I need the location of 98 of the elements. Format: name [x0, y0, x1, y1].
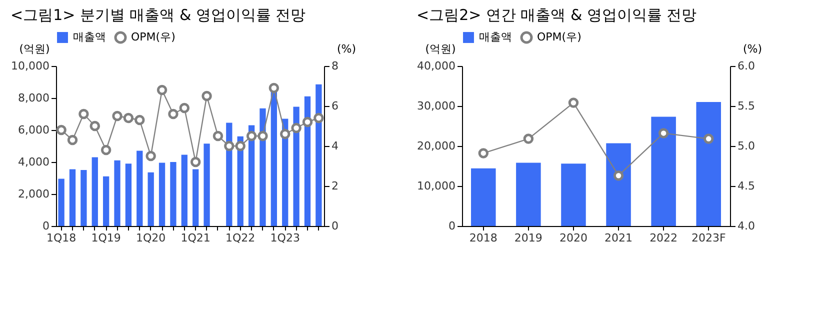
y2-tick-label: 4.5 [738, 180, 755, 192]
point [78, 108, 89, 120]
point [156, 84, 168, 96]
x-tick-label: 1Q23 [270, 232, 300, 244]
x-tick-label: 2022 [650, 232, 678, 244]
x-tick-label: 2021 [604, 232, 633, 244]
point [67, 134, 78, 146]
y-tick-label: 8,000 [18, 92, 50, 104]
y-tick-label: 2,000 [18, 188, 50, 200]
point [613, 170, 624, 181]
y-tick-label: 10,000 [417, 180, 456, 192]
y2-axis-title: (%) [742, 42, 762, 56]
bar [260, 108, 266, 226]
point [146, 150, 156, 162]
x-tick-label: 1Q18 [46, 232, 76, 244]
legend-label: 매출액 [73, 30, 106, 44]
y-tick-label: 20,000 [417, 140, 456, 152]
x-tick-label: 1Q19 [91, 232, 121, 244]
bar [58, 178, 64, 226]
bar [80, 170, 87, 226]
point [90, 120, 100, 132]
point [703, 134, 714, 144]
point [478, 148, 489, 158]
y2-axis-title: (%) [336, 42, 356, 56]
y2-tick-label: 4.0 [738, 220, 755, 232]
y-tick-label: 0 [448, 220, 456, 232]
x-tick-label: 2019 [514, 232, 542, 244]
point [123, 112, 134, 124]
bar [606, 143, 631, 226]
bar [158, 162, 166, 226]
y2-tick-label: 5.0 [738, 140, 755, 152]
y2-tick-label: 8 [332, 60, 338, 72]
bar [561, 164, 586, 226]
bar [170, 162, 176, 226]
point [291, 122, 302, 134]
y-tick-label: 0 [42, 220, 50, 232]
bar [293, 106, 300, 226]
point [523, 134, 534, 144]
bar [125, 164, 132, 226]
point [314, 112, 324, 124]
chart-title: <그림1> 분기별 매출액 & 영업이익률 전망 [10, 6, 306, 24]
point [224, 140, 234, 152]
y2-tick-label: 0 [332, 220, 338, 232]
bar [136, 150, 143, 226]
y-tick-label: 30,000 [417, 100, 456, 112]
y-tick-label: 10,000 [11, 60, 50, 72]
point [202, 90, 212, 102]
y2-tick-label: 6 [332, 100, 338, 112]
y2-tick-label: 2 [332, 180, 338, 192]
point [179, 102, 190, 114]
y2-tick-label: 4 [332, 140, 338, 152]
point [100, 144, 112, 156]
bar [181, 154, 188, 226]
y-tick-label: 6,000 [18, 124, 50, 136]
point [658, 128, 669, 138]
x-tick-label: 2020 [559, 232, 588, 244]
bar [696, 102, 721, 226]
y2-tick-label: 5.5 [738, 100, 755, 112]
x-tick-label: 2023F [691, 232, 726, 244]
bar [471, 168, 496, 226]
point [268, 82, 280, 94]
legend-label: 매출액 [479, 30, 512, 44]
point [235, 140, 246, 152]
x-tick-label: 2018 [469, 232, 498, 244]
point [258, 130, 268, 142]
bar [316, 84, 322, 226]
x-tick-label: 1Q22 [226, 232, 256, 244]
bar [92, 157, 98, 226]
bar [304, 96, 311, 226]
y2-tick-label: 6.0 [738, 60, 755, 72]
point [246, 130, 257, 142]
point [280, 128, 290, 140]
y-tick-label: 40,000 [417, 60, 456, 72]
legend-label: OPM(우) [537, 30, 582, 44]
x-tick-label: 1Q21 [180, 232, 210, 244]
legend-label: OPM(우) [131, 30, 176, 44]
bar [69, 169, 76, 226]
x-tick-label: 1Q20 [136, 232, 166, 244]
point [302, 116, 313, 128]
bar [270, 92, 277, 226]
point [112, 110, 122, 122]
bar [516, 162, 541, 226]
bar [148, 172, 154, 226]
y-axis-title: (억원) [19, 42, 50, 56]
bar [103, 176, 110, 226]
point [568, 98, 579, 108]
bar [192, 169, 199, 226]
y-tick-label: 4,000 [18, 156, 50, 168]
point [168, 108, 178, 120]
point [190, 156, 201, 168]
bar [204, 144, 210, 226]
bar [114, 160, 120, 226]
y-axis-title: (억원) [425, 42, 456, 56]
bar [651, 116, 676, 226]
point [134, 114, 145, 126]
point [56, 124, 66, 136]
chart-title: <그림2> 연간 매출액 & 영업이익률 전망 [416, 6, 697, 24]
point [212, 130, 224, 142]
